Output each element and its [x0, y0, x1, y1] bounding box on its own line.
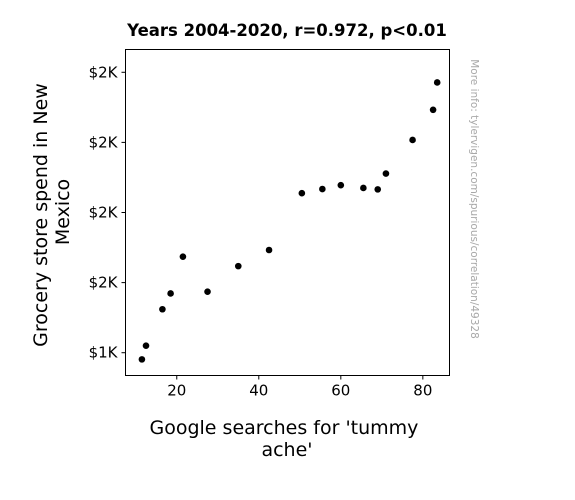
plot-area	[125, 49, 450, 376]
x-axis-ticks: 20 40 60 80	[167, 375, 432, 400]
watermark-text: More info: tylervigen.com/spurious/corre…	[468, 59, 480, 339]
data-point	[159, 305, 166, 313]
data-point	[138, 356, 146, 363]
data-point	[204, 288, 211, 296]
data-point	[433, 79, 441, 86]
y-axis-label-line-1: Grocery store spend in New	[30, 83, 52, 347]
data-point	[429, 106, 437, 114]
y-tick-label: $1K	[89, 344, 119, 362]
x-axis-label-line-1: Google searches for 'tummy	[150, 417, 419, 439]
x-tick-label: 20	[167, 382, 186, 400]
data-point	[265, 246, 273, 254]
y-axis-label: Grocery store spend in New Mexico	[30, 77, 74, 347]
y-axis-ticks: $1K $2K $2K $2K $2K	[89, 63, 126, 362]
data-point	[374, 186, 382, 193]
data-point	[234, 262, 242, 270]
data-point	[382, 170, 390, 177]
data-point	[337, 181, 345, 189]
y-tick-label: $2K	[89, 204, 119, 222]
x-tick-label: 40	[249, 382, 268, 400]
data-point	[167, 290, 174, 297]
y-tick-label: $2K	[89, 274, 119, 292]
y-tick-label: $2K	[89, 133, 119, 151]
data-point	[142, 342, 150, 350]
data-point	[298, 189, 306, 197]
x-axis-label-line-2: ache'	[261, 439, 312, 461]
data-point	[409, 136, 416, 144]
x-axis-label: Google searches for 'tummy ache'	[150, 417, 425, 461]
y-axis-label-line-2: Mexico	[52, 179, 74, 245]
data-point	[360, 184, 367, 192]
chart-title: Years 2004-2020, r=0.972, p<0.01	[126, 21, 447, 40]
data-points	[138, 79, 441, 363]
x-tick-label: 60	[331, 382, 350, 400]
data-point	[179, 253, 187, 260]
y-tick-label: $2K	[89, 63, 119, 81]
data-point	[319, 185, 326, 193]
x-tick-label: 80	[413, 382, 432, 400]
